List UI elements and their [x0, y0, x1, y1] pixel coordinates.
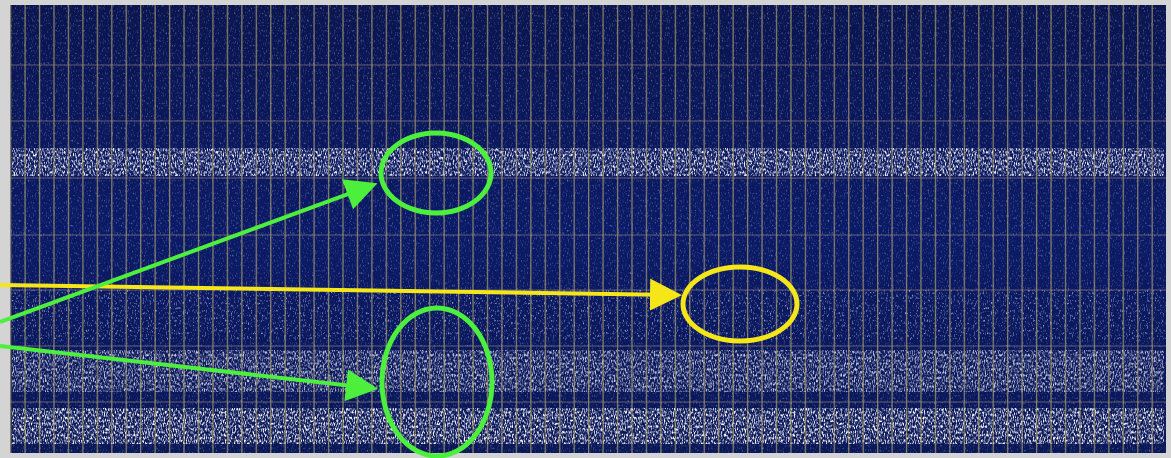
green-arrow-upper [0, 179, 378, 324]
green-circle-lower [379, 305, 495, 458]
horizontal-grid [10, 64, 1166, 403]
yellow-circle [680, 264, 800, 344]
green-circle-upper [378, 130, 494, 216]
vertical-grid [10, 5, 1166, 453]
yellow-arrow [0, 278, 682, 311]
green-arrow-lower [0, 344, 378, 402]
